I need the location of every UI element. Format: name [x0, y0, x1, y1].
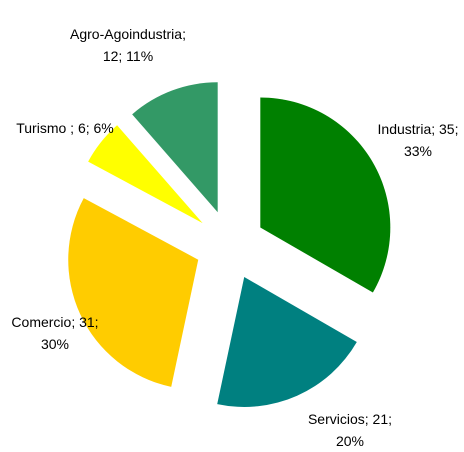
slice-label: Servicios; 21; 20%	[307, 411, 393, 449]
slice-label: Agro-Agoindustria; 12; 11%	[70, 26, 186, 64]
pie-slice	[260, 97, 391, 293]
pie-slice	[68, 198, 199, 387]
slice-label: Industria; 35; 33%	[377, 121, 459, 159]
slice-label: Comercio; 31; 30%	[11, 314, 99, 352]
pie-slice	[88, 125, 203, 224]
pie-slice	[132, 82, 218, 213]
pie-slice	[217, 276, 357, 407]
slice-label: Turismo ; 6; 6%	[16, 120, 114, 136]
